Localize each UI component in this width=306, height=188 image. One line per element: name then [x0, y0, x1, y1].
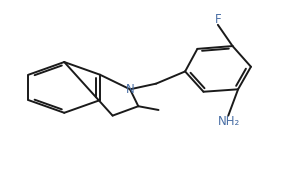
Text: NH₂: NH₂ — [218, 115, 240, 128]
Text: N: N — [126, 83, 134, 96]
Text: F: F — [215, 13, 221, 26]
